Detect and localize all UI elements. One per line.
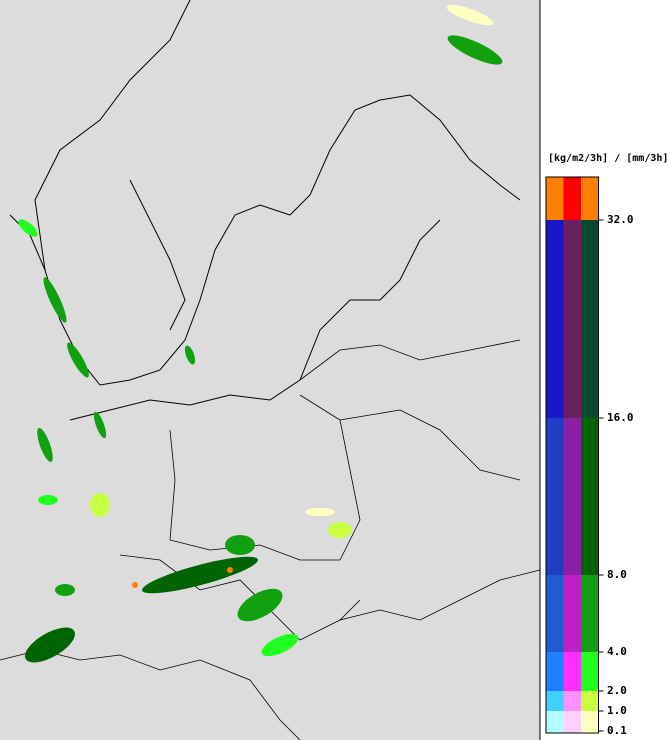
color-band: [546, 220, 564, 418]
color-band: [563, 418, 581, 575]
color-band: [546, 177, 564, 220]
color-band: [581, 691, 599, 711]
tick-label: 4.0: [607, 645, 627, 658]
legend: [kg/m2/3h] / [mm/3h] 32.0 16.0 8.0 4.0 2.0 1.…: [545, 153, 668, 737]
country-border: [339, 409, 521, 481]
color-band: [581, 575, 599, 652]
tick-label: 1.0: [607, 704, 627, 717]
legend-title: [kg/m2/3h] / [mm/3h]: [548, 153, 668, 164]
color-band: [581, 652, 599, 691]
color-band: [546, 652, 564, 691]
color-band: [563, 711, 581, 733]
color-band: [581, 220, 599, 418]
country-border: [339, 569, 541, 621]
coastline: [129, 179, 186, 331]
color-band: [546, 418, 564, 575]
tick-label: 8.0: [607, 568, 627, 581]
color-band: [563, 220, 581, 418]
color-band: [546, 575, 564, 652]
tick-label: 16.0: [607, 411, 634, 424]
tick-label: 32.0: [607, 213, 634, 226]
country-border: [299, 339, 521, 381]
color-band: [546, 711, 564, 733]
country-border: [119, 554, 361, 641]
map-background: [0, 0, 540, 740]
color-band: [563, 575, 581, 652]
country-border: [169, 394, 361, 561]
coastline: [34, 0, 191, 271]
color-band: [581, 711, 599, 733]
color-bar-frame: [545, 176, 599, 734]
tick-label: 0.1: [607, 724, 627, 737]
map: [0, 0, 541, 740]
precipitation: [18, 4, 503, 663]
tick-label: 2.0: [607, 684, 627, 697]
coastline: [69, 379, 301, 421]
color-band: [546, 691, 564, 711]
coastline: [299, 219, 441, 381]
color-band: [563, 652, 581, 691]
color-band: [563, 691, 581, 711]
color-band: [581, 418, 599, 575]
color-band: [581, 177, 599, 220]
color-band: [563, 177, 581, 220]
